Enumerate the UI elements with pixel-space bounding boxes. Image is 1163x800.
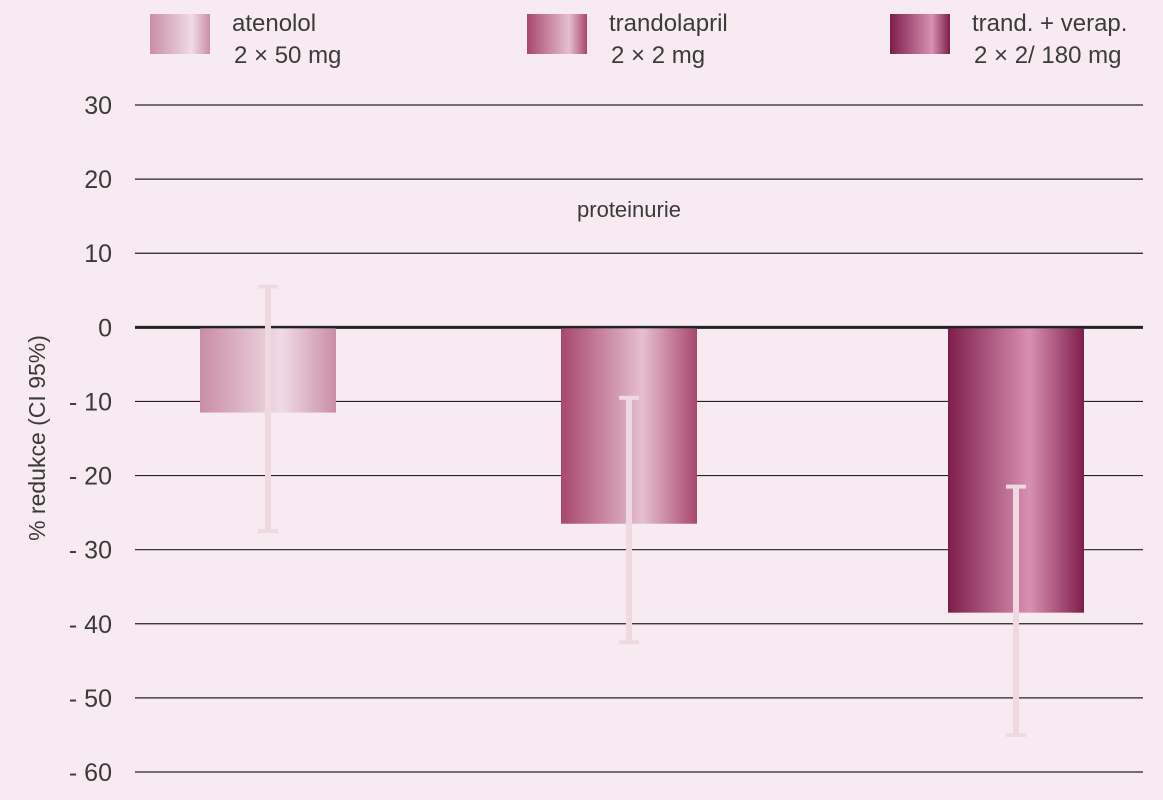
annotation-proteinurie: proteinurie [577,197,681,222]
y-tick-label: - 50 [69,685,112,713]
legend-text: trandolapril 2 × 2 mg [609,8,728,72]
legend-text: trand. + verap. 2 × 2/ 180 mg [972,8,1127,72]
legend-series-name: trandolapril [609,10,728,37]
legend-text: atenolol 2 × 50 mg [232,8,341,72]
y-tick-label: - 20 [69,463,112,491]
y-tick-label: 10 [84,240,112,268]
legend-series-name: trand. + verap. [972,10,1128,37]
legend-series-dose: 2 × 50 mg [234,42,342,69]
y-tick-label: 20 [84,166,112,194]
y-tick-label: - 40 [69,611,112,639]
legend-swatch [150,14,210,54]
legend-item: trandolapril 2 × 2 mg [527,8,728,72]
y-tick-label: 0 [98,314,112,342]
legend-series-dose: 2 × 2 mg [611,42,706,69]
y-tick-label: - 60 [69,759,112,787]
legend-swatch [527,14,587,54]
legend-item: trand. + verap. 2 × 2/ 180 mg [890,8,1127,72]
legend-item: atenolol 2 × 50 mg [150,8,341,72]
legend-series-dose: 2 × 2/ 180 mg [974,42,1122,69]
legend-swatch [890,14,950,54]
y-axis-label: % redukce (CI 95%) [24,335,50,541]
y-tick-label: - 10 [69,388,112,416]
y-tick-label: 30 [84,92,112,120]
y-tick-label: - 30 [69,537,112,565]
legend-series-name: atenolol [232,10,317,37]
